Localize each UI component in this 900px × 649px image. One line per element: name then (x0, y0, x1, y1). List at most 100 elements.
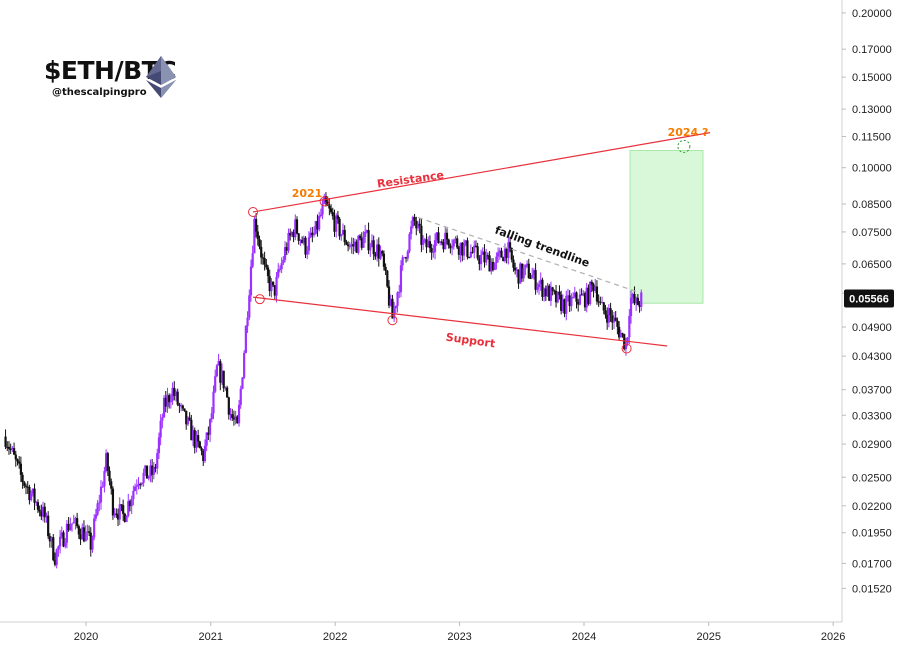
ethereum-diamond-icon (146, 56, 176, 98)
candle-body (525, 263, 529, 265)
candle-body (243, 352, 246, 378)
candle-body (268, 276, 271, 292)
candle-body (319, 214, 322, 217)
candle-body (389, 298, 392, 306)
candle-body (633, 294, 636, 304)
candle-body (67, 523, 70, 531)
candle-body (87, 531, 91, 533)
candle-body (91, 537, 94, 550)
candle-body (24, 485, 28, 487)
candle-body (244, 326, 247, 353)
candle-body (635, 297, 638, 304)
y-tick-label: 0.20000 (852, 8, 892, 20)
candle-body (272, 281, 275, 286)
candle-body (26, 486, 29, 488)
candle-body (411, 217, 414, 227)
candle-body (86, 531, 89, 533)
candle-body (372, 240, 375, 255)
candle-body (387, 286, 391, 306)
candle-body (294, 219, 297, 238)
candle-body (9, 448, 12, 450)
candle-body (491, 261, 495, 271)
candle-body (343, 229, 346, 243)
candle-body (514, 267, 517, 271)
candle-body (560, 294, 563, 311)
candle-body (544, 288, 547, 297)
candle-body (132, 490, 135, 500)
candle-body (309, 232, 312, 238)
candle-body (440, 241, 443, 243)
candle-body (502, 257, 505, 262)
candle-body (214, 376, 217, 392)
candle-body (556, 291, 559, 303)
candle-body (329, 208, 333, 213)
candle-body (469, 251, 472, 258)
candle-body (408, 234, 411, 252)
candle-body (164, 397, 167, 407)
candle-body (110, 481, 113, 489)
candle-body (512, 259, 515, 268)
candle-body (352, 244, 355, 247)
candle-body (38, 509, 41, 512)
candle-body (251, 253, 254, 267)
candle-body (416, 223, 420, 229)
candle-body (589, 281, 592, 304)
pivot-marker (248, 206, 259, 217)
candle-body (619, 333, 622, 338)
candle-body (508, 242, 512, 248)
candle-body (505, 248, 508, 258)
candle-body (111, 488, 115, 516)
candle-body (174, 391, 178, 396)
candle-body (495, 256, 498, 264)
candle-body (553, 290, 556, 292)
candle-body (185, 410, 188, 425)
candle-body (144, 465, 147, 473)
candle-body (115, 513, 118, 515)
y-tick-label: 0.02500 (852, 472, 892, 484)
y-tick-label: 0.01700 (852, 558, 892, 570)
candle-body (72, 521, 75, 524)
candle-body (273, 285, 276, 296)
candle-body (47, 515, 50, 537)
author-handle: @thescalpingpro (52, 87, 147, 98)
y-tick-label: 0.10000 (852, 163, 892, 175)
candle-body (101, 486, 104, 488)
candle-body (270, 281, 273, 292)
candle-body (394, 305, 397, 309)
candle-body (519, 263, 522, 284)
candle-body (374, 254, 377, 257)
candle-body (481, 251, 484, 255)
candle-body (587, 287, 590, 304)
candle-body (89, 532, 92, 550)
candle-body (375, 244, 379, 257)
candle-body (190, 419, 193, 441)
candle-body (283, 247, 287, 260)
candle-body (14, 454, 17, 460)
candle-body (348, 246, 351, 248)
candle-body (473, 245, 476, 253)
candle-body (205, 432, 208, 446)
candle-body (507, 242, 510, 258)
candle-body (318, 216, 321, 230)
pivot-marker (254, 294, 265, 305)
y-tick-label: 0.06500 (852, 259, 892, 271)
candle-body (50, 537, 53, 542)
candle-body (532, 270, 535, 275)
candle-body (116, 514, 120, 520)
candle-body (118, 504, 121, 520)
candle-body (345, 242, 348, 245)
candle-body (370, 240, 374, 248)
candle-body (140, 482, 144, 485)
candle-body (403, 257, 406, 259)
candle-body (427, 241, 430, 248)
candle-body (65, 523, 69, 543)
candle-body (157, 437, 161, 454)
candle-body (353, 241, 357, 247)
candle-body (292, 231, 295, 238)
candle-body (466, 240, 469, 257)
y-tick-label: 0.15000 (852, 72, 892, 84)
candle-body (103, 471, 106, 487)
candle-body (595, 286, 599, 302)
